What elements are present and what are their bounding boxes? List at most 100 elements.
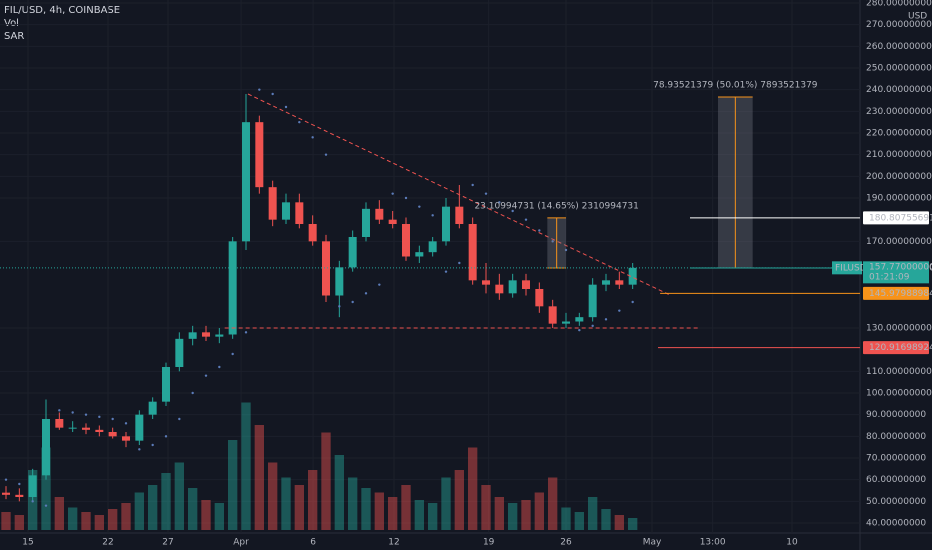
candle-body bbox=[68, 427, 77, 429]
sar-dot bbox=[324, 153, 328, 156]
y-tick-label: 80.00000000 bbox=[866, 432, 926, 442]
sar-dot bbox=[191, 391, 194, 395]
measure-label: 23.10994731 (14.65%) 2310994731 bbox=[474, 201, 638, 211]
x-tick-label: 6 bbox=[310, 538, 316, 548]
countdown: 01:21:09 bbox=[869, 272, 910, 282]
sar-dot bbox=[151, 443, 154, 447]
volume-bar bbox=[588, 497, 598, 530]
candle-body bbox=[628, 267, 637, 285]
volume-bar bbox=[14, 515, 24, 530]
volume-bar bbox=[228, 440, 238, 530]
y-tick-label: 190.00000000 bbox=[866, 194, 932, 204]
sar-dot bbox=[511, 209, 514, 213]
candle-body bbox=[388, 219, 397, 224]
candle-body bbox=[522, 280, 530, 289]
sar-dot bbox=[591, 324, 594, 328]
sar-dot bbox=[458, 261, 461, 265]
candle-body bbox=[95, 429, 104, 432]
sar-dot bbox=[391, 192, 394, 195]
level-tag bbox=[863, 211, 929, 225]
indicator: Vol bbox=[4, 18, 19, 29]
volume-bar bbox=[188, 488, 198, 530]
sar-dot bbox=[578, 328, 581, 332]
sar-dot bbox=[298, 120, 301, 124]
level-label: 145.97988984 bbox=[869, 289, 932, 299]
volume-bar bbox=[481, 485, 491, 530]
candle-body bbox=[375, 208, 384, 220]
candle-body bbox=[188, 332, 197, 339]
candle-body bbox=[508, 280, 517, 294]
candle-body bbox=[108, 432, 117, 437]
volume-bar bbox=[348, 477, 358, 530]
candle-body bbox=[55, 419, 64, 428]
symbol-label: FILUSD bbox=[835, 263, 867, 273]
candle-body bbox=[362, 208, 370, 237]
sar-dot bbox=[404, 196, 408, 200]
y-tick-label: 230.00000000 bbox=[866, 107, 932, 117]
candle-body bbox=[348, 237, 357, 268]
sar-dot bbox=[564, 248, 568, 252]
candle-body bbox=[175, 338, 184, 367]
candle-body bbox=[455, 206, 464, 224]
sar-dot bbox=[111, 417, 114, 421]
measure-label: 78.93521379 (50.01%) 7893521379 bbox=[653, 81, 818, 91]
candle-body bbox=[215, 334, 224, 337]
sar-dot bbox=[271, 92, 274, 96]
volume-bar bbox=[81, 512, 91, 530]
candle-body bbox=[442, 206, 450, 242]
candle-body bbox=[2, 492, 10, 495]
sar-dot bbox=[431, 214, 434, 217]
volume-bar bbox=[294, 485, 304, 530]
y-tick-label: 200.00000000 bbox=[866, 172, 932, 182]
sar-dot bbox=[484, 192, 488, 195]
sar-dot bbox=[364, 292, 368, 295]
candle-body bbox=[468, 224, 477, 281]
x-tick-label: 12 bbox=[388, 538, 399, 548]
candle-body bbox=[495, 284, 504, 294]
y-tick-label: 90.00000000 bbox=[866, 410, 926, 420]
sar-dot bbox=[551, 240, 554, 243]
candle-body bbox=[335, 267, 344, 296]
indicator: SAR bbox=[4, 31, 24, 42]
volume-bar bbox=[521, 500, 531, 530]
candle-body bbox=[82, 427, 90, 430]
sar-dot bbox=[284, 105, 288, 109]
level-label: 180.80755691 bbox=[869, 213, 932, 223]
sar-dot bbox=[58, 409, 61, 412]
volume-bar bbox=[508, 503, 518, 530]
volume-bar bbox=[374, 492, 384, 530]
sar-dot bbox=[338, 305, 341, 308]
candle-body bbox=[308, 224, 317, 242]
candle-body bbox=[295, 202, 304, 224]
title: FIL/USD, 4h, COINBASE bbox=[4, 5, 120, 16]
volume-bar bbox=[201, 500, 211, 530]
y-tick-label: 40.00000000 bbox=[866, 519, 926, 529]
sar-dot bbox=[498, 201, 501, 204]
sar-dot bbox=[378, 283, 381, 286]
candle-body bbox=[482, 280, 490, 285]
candle-body bbox=[122, 436, 130, 441]
y-tick-label: 280.00000000 bbox=[866, 0, 932, 9]
volume-bar bbox=[388, 497, 398, 530]
volume-bar bbox=[441, 477, 451, 530]
level-tag bbox=[863, 341, 929, 355]
sar-dot bbox=[244, 331, 248, 334]
x-tick-label: May bbox=[643, 538, 662, 548]
symbol-tag bbox=[832, 261, 862, 275]
y-tick-label: 260.00000000 bbox=[866, 42, 932, 52]
candle-body bbox=[615, 280, 624, 285]
volume-bar bbox=[281, 477, 291, 530]
sar-dot bbox=[98, 415, 101, 419]
volume-bar bbox=[321, 432, 331, 530]
candle-body bbox=[282, 202, 290, 220]
y-tick-label: 130.00000000 bbox=[866, 324, 932, 334]
x-tick-label: 26 bbox=[560, 538, 572, 548]
volume-bar bbox=[494, 497, 504, 530]
sar-dot bbox=[31, 500, 34, 503]
sar-dot bbox=[418, 205, 421, 208]
sar-dot bbox=[311, 136, 314, 139]
sar-dot bbox=[631, 300, 634, 304]
y-tick-label: 60.00000000 bbox=[866, 475, 926, 485]
volume-bar bbox=[241, 402, 251, 530]
volume-bar bbox=[628, 518, 638, 530]
